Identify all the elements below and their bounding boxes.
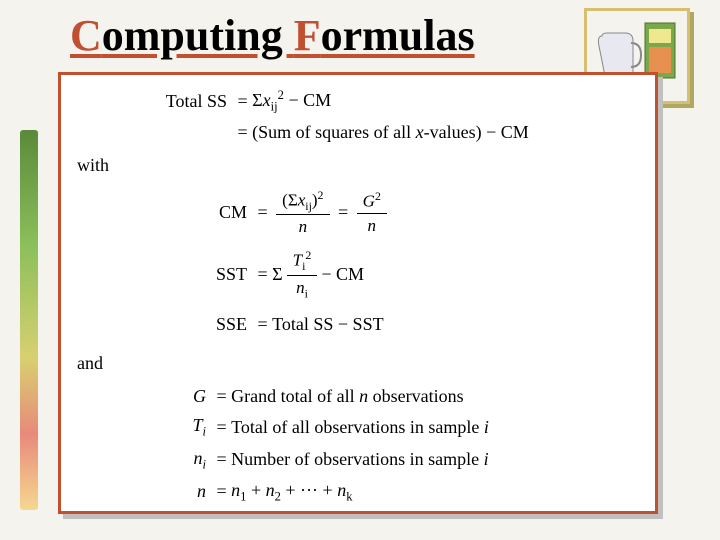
total-ss-rhs1: Σxij2 − CM <box>252 87 331 116</box>
cm-frac1: (Σxij)2 n <box>276 187 329 240</box>
page-title: Computing Formulas <box>70 10 475 61</box>
sst-tail: − CM <box>321 262 364 287</box>
total-ss-label: Total SS <box>157 89 227 114</box>
def-t-lhs: Ti <box>182 413 206 441</box>
eq: = <box>334 200 353 225</box>
sse-rhs: Total SS − SST <box>272 312 383 337</box>
formula-frame: Total SS = Σxij2 − CM = (Sum of squares … <box>58 72 658 514</box>
eq: = <box>253 312 272 337</box>
with-label: with <box>77 153 639 178</box>
total-ss-rhs2: (Sum of squares of all x-values) − CM <box>252 120 529 145</box>
slide: Computing Formulas Total SS = Σxij2 − CM <box>0 0 720 540</box>
eq: = <box>233 120 252 145</box>
cm-frac2: G2 n <box>357 188 387 238</box>
def-ni-lhs: ni <box>182 446 206 474</box>
eq: = <box>253 200 272 225</box>
def-t-rhs: Total of all observations in sample i <box>231 415 489 440</box>
eq: = <box>212 384 231 409</box>
def-g-lhs: G <box>182 384 206 409</box>
eq: = <box>212 479 231 504</box>
sse-label: SSE <box>207 312 247 337</box>
def-n-lhs: n <box>182 479 206 504</box>
eq: = Σ <box>253 262 283 287</box>
eq: = <box>233 89 252 114</box>
cm-label: CM <box>207 200 247 225</box>
and-label: and <box>77 351 639 376</box>
def-ni-rhs: Number of observations in sample i <box>231 447 488 472</box>
sst-label: SST <box>207 262 247 287</box>
def-g-rhs: Grand total of all n observations <box>231 384 463 409</box>
sst-frac: Ti2 ni <box>287 247 318 302</box>
formula-content: Total SS = Σxij2 − CM = (Sum of squares … <box>77 87 639 506</box>
eq: = <box>212 415 231 440</box>
eq: = <box>212 447 231 472</box>
def-n-rhs: n1 + n2 + ··· + nk <box>231 478 352 506</box>
decorative-stripe <box>20 130 38 510</box>
